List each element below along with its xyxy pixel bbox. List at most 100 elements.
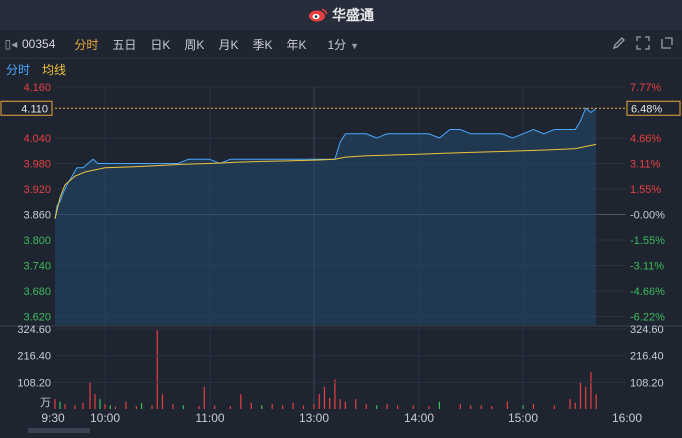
- volume-bar: [89, 381, 91, 409]
- volume-bar: [82, 402, 84, 409]
- volume-bar: [329, 397, 331, 409]
- volume-bar: [459, 404, 461, 409]
- price-area: [55, 108, 597, 325]
- volume-axis-label-right: 324.60: [630, 324, 664, 336]
- volume-bar: [339, 399, 341, 409]
- volume-bar: [428, 406, 430, 409]
- volume-bar: [59, 401, 61, 409]
- legend-average[interactable]: 均线: [42, 62, 67, 77]
- volume-bar: [334, 379, 336, 409]
- tab-five-day[interactable]: 五日: [112, 37, 137, 52]
- volume-bar: [397, 405, 399, 409]
- chart-canvas[interactable]: 4.160 4.040 3.980 3.920 3.860 3.800 3.740 3.680…: [0, 79, 682, 433]
- price-axis-label: 4.040: [23, 133, 51, 145]
- volume-bar: [64, 404, 66, 409]
- volume-bar: [261, 405, 263, 409]
- pct-axis-label: 4.66%: [630, 133, 661, 145]
- chart-tools: [612, 36, 674, 50]
- app-logo: 华盛通: [308, 5, 374, 25]
- chevron-down-icon: ▼: [350, 40, 360, 51]
- volume-bar: [386, 404, 388, 409]
- price-axis-label: 3.920: [23, 184, 51, 196]
- tab-monthly-k[interactable]: 月K: [218, 37, 239, 52]
- volume-bar: [271, 404, 273, 409]
- period-label: 1分: [327, 37, 347, 52]
- volume-bar: [506, 401, 508, 409]
- volume-bar: [313, 404, 315, 409]
- volume-bar: [250, 402, 252, 409]
- volume-bar: [203, 386, 205, 409]
- tab-intraday[interactable]: 分时: [74, 37, 99, 52]
- volume-bar: [282, 405, 284, 409]
- current-pct-label: 6.48%: [631, 103, 662, 115]
- volume-bar: [156, 330, 158, 409]
- volume-bar: [318, 394, 320, 409]
- volume-bar: [323, 386, 326, 409]
- volume-bar: [522, 405, 524, 409]
- fullscreen-icon[interactable]: [636, 36, 650, 50]
- tab-yearly-k[interactable]: 年K: [286, 37, 307, 52]
- pct-axis-label: 3.11%: [630, 159, 661, 171]
- price-axis-label: 3.800: [23, 235, 51, 247]
- price-axis-label: 3.620: [23, 312, 51, 324]
- volume-bar: [240, 394, 242, 409]
- sidebar-collapse-icon[interactable]: ▯◂: [4, 37, 18, 51]
- legend-price[interactable]: 分时: [6, 62, 31, 77]
- current-pct-box: [626, 100, 681, 116]
- chart-toolbar: ▯◂ 00354 分时 五日 日K 周K 月K 季K 年K 1分 ▼: [0, 30, 682, 59]
- price-axis-label: 3.860: [23, 210, 51, 222]
- volume-bar: [104, 404, 106, 409]
- pct-axis-label: -0.00%: [630, 210, 665, 222]
- volume-axis-label: 324.60: [17, 324, 51, 336]
- volume-bar: [590, 372, 592, 409]
- time-axis-label: 13:00: [299, 411, 329, 425]
- volume-bar: [140, 402, 143, 409]
- volume-bar: [376, 405, 378, 409]
- volume-axis-label: 108.20: [17, 377, 51, 389]
- pct-axis-label: -4.66%: [630, 286, 665, 298]
- time-axis-label: 15:00: [508, 411, 538, 425]
- volume-bar: [412, 405, 414, 409]
- pencil-icon[interactable]: [612, 36, 626, 50]
- volume-bar: [198, 406, 200, 409]
- popout-icon[interactable]: [660, 36, 674, 50]
- volume-bar: [54, 399, 56, 409]
- volume-bar: [344, 401, 346, 409]
- pct-axis-label: 7.77%: [630, 82, 661, 94]
- tab-daily-k[interactable]: 日K: [150, 37, 171, 52]
- volume-bar: [302, 405, 305, 409]
- title-bar: 华盛通: [0, 0, 682, 30]
- volume-unit-label: 万: [40, 397, 51, 409]
- tab-weekly-k[interactable]: 周K: [184, 37, 205, 52]
- volume-bar: [579, 381, 582, 409]
- stock-code: 00354: [22, 37, 56, 51]
- volume-bar: [585, 386, 587, 409]
- time-axis-label: 14:00: [404, 411, 434, 425]
- volume-bar: [172, 404, 174, 409]
- time-axis-label: 11:00: [195, 411, 224, 425]
- horizontal-scrollbar[interactable]: [28, 428, 90, 433]
- volume-bar: [595, 394, 597, 409]
- price-axis-label: 3.740: [23, 261, 51, 273]
- volume-bar: [74, 405, 76, 409]
- volume-bar: [109, 405, 111, 409]
- volume-bar: [182, 405, 184, 409]
- volume-bar: [569, 399, 571, 409]
- volume-bar: [355, 399, 357, 409]
- volume-bar: [161, 394, 164, 409]
- volume-bar: [292, 402, 294, 409]
- time-axis-label: 10:00: [90, 411, 120, 425]
- price-axis-label: 4.160: [23, 82, 51, 94]
- volume-bar: [94, 394, 96, 409]
- volume-bar: [574, 402, 576, 409]
- volume-bar: [125, 401, 127, 409]
- volume-axis-label: 216.40: [17, 351, 51, 363]
- volume-bar: [480, 405, 482, 409]
- volume-bar: [532, 404, 535, 409]
- tab-quarterly-k[interactable]: 季K: [252, 37, 273, 52]
- time-axis-label: 9:30: [41, 411, 65, 425]
- period-select[interactable]: 1分 ▼: [327, 36, 359, 53]
- intraday-chart[interactable]: 4.160 4.040 3.980 3.920 3.860 3.800 3.740 3.680…: [0, 79, 682, 433]
- pct-axis-label: -1.55%: [630, 235, 665, 247]
- volume-bar: [114, 406, 117, 409]
